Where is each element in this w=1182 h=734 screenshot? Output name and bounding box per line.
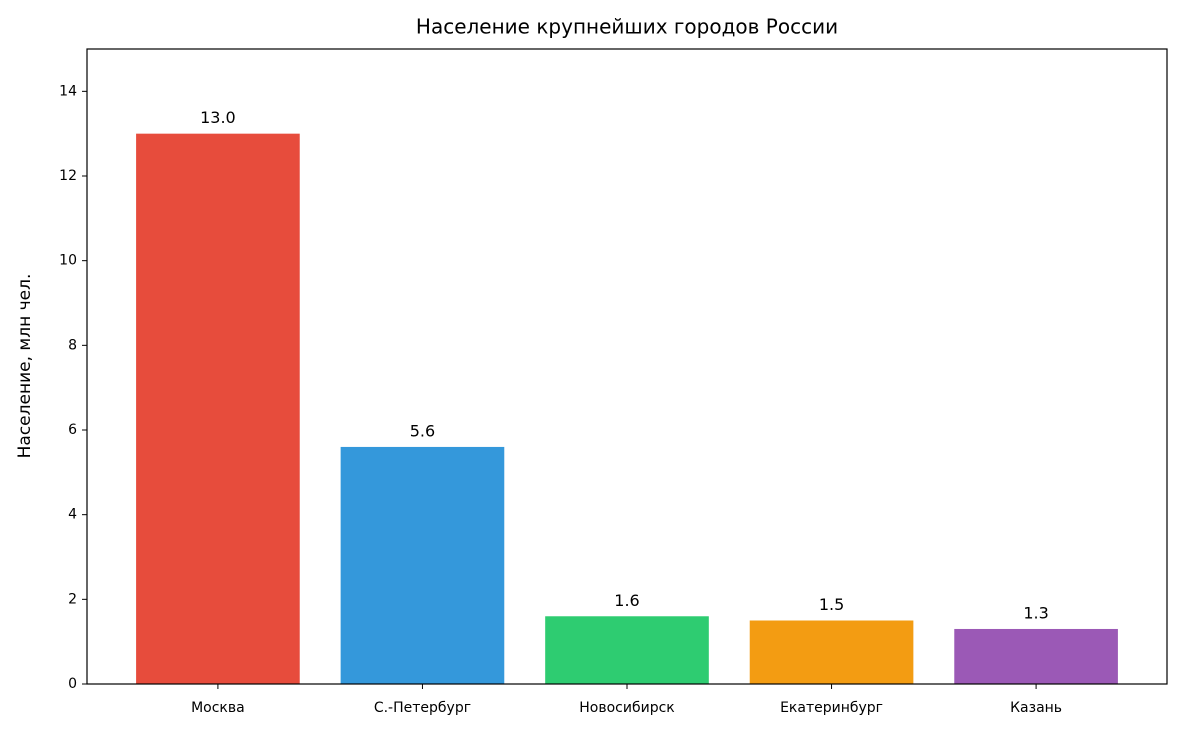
x-tick-label: Екатеринбург [780,700,883,716]
value-label: 13.0 [200,108,236,127]
y-tick-label: 8 [68,337,77,353]
bar [749,620,914,684]
x-tick-label: С.-Петербург [374,700,471,716]
y-tick-label: 12 [59,168,77,184]
y-tick-label: 2 [68,591,77,607]
bar [545,616,709,684]
bar [954,628,1118,684]
chart-title: Население крупнейших городов России [416,15,838,39]
x-tick-label: Казань [1010,700,1062,716]
value-label: 5.6 [410,421,435,440]
bar [340,446,505,684]
x-tick-label: Новосибирск [579,700,674,716]
y-tick-label: 10 [59,253,77,269]
y-tick-label: 0 [68,676,77,692]
value-label: 1.3 [1023,603,1048,622]
y-tick-label: 14 [59,83,77,99]
value-label: 1.5 [819,595,844,614]
x-tick-label: Москва [191,700,245,716]
y-tick-label: 6 [68,422,77,438]
y-axis-label: Население, млн чел. [15,274,35,459]
bar [136,133,300,684]
y-tick-label: 4 [68,507,77,523]
value-label: 1.6 [614,591,639,610]
axes-frame [86,48,1168,685]
